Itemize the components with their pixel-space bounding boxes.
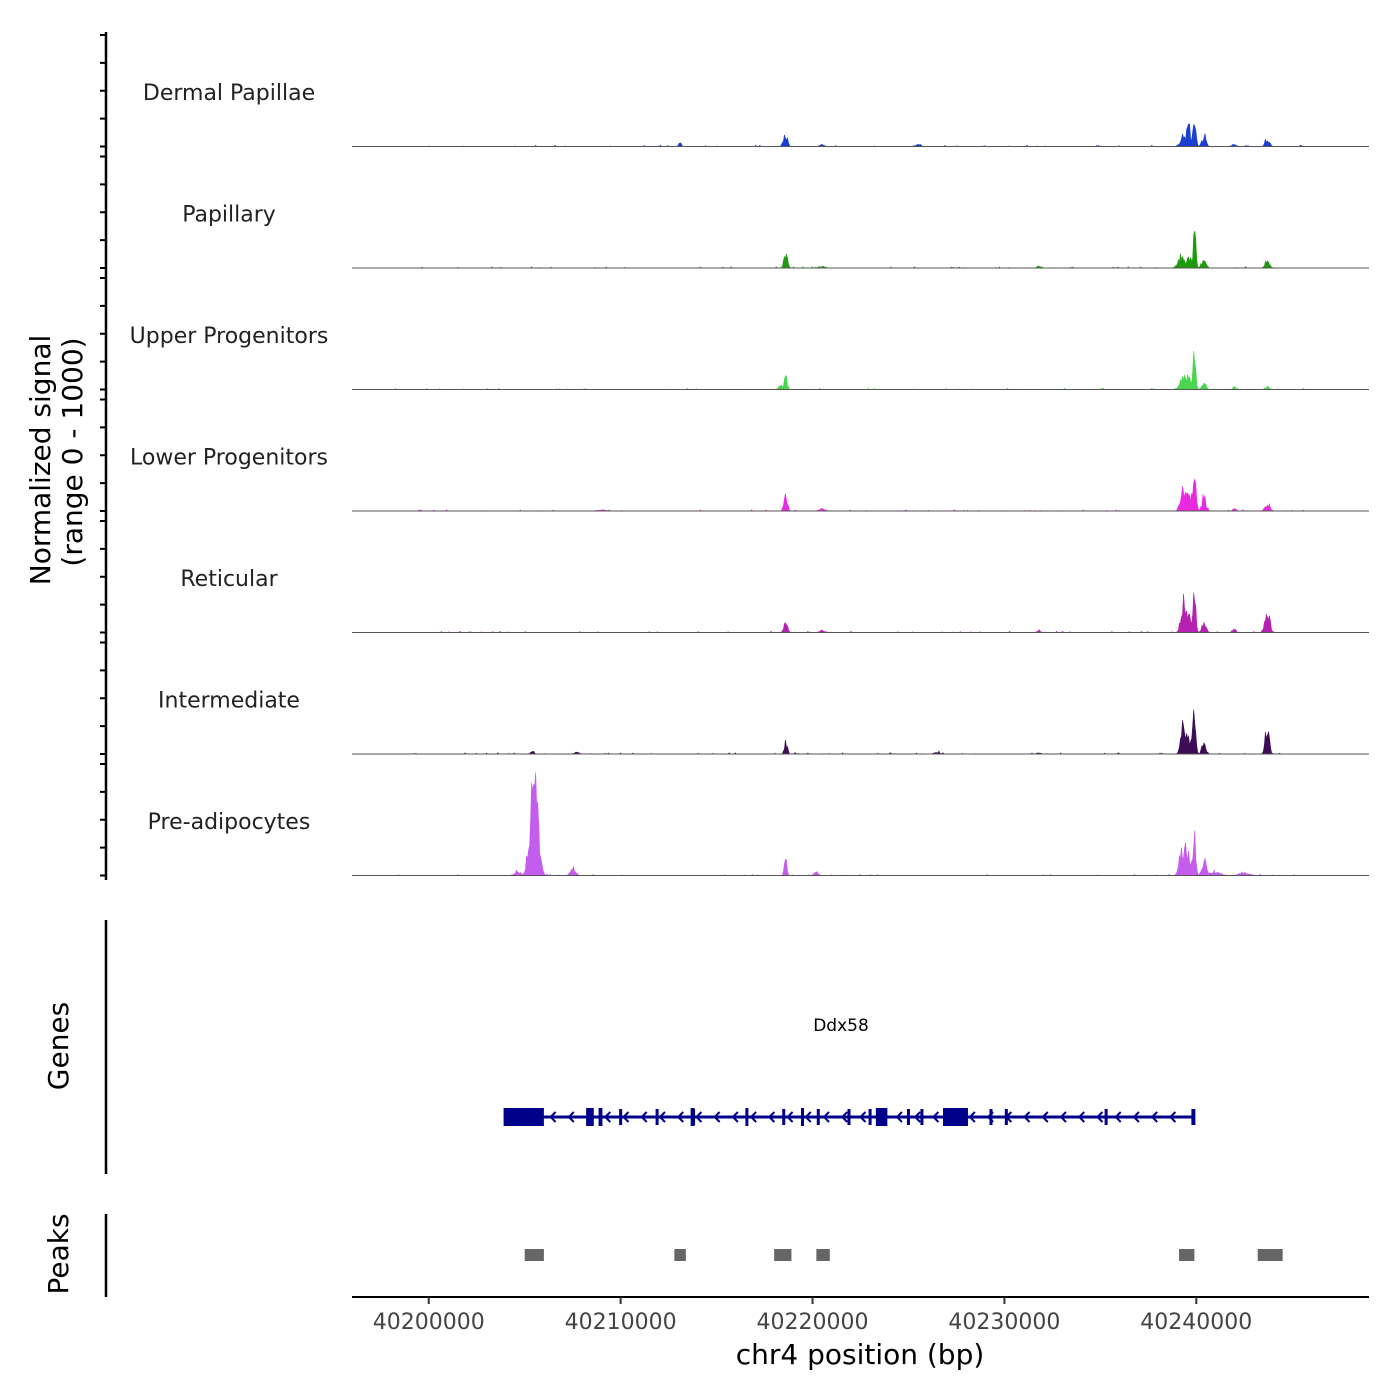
gene-exon-small <box>920 1109 924 1125</box>
strand-arrow <box>695 1111 703 1123</box>
strand-arrow <box>713 1111 721 1123</box>
strand-arrow <box>1077 1111 1085 1123</box>
gene-exon-small <box>989 1109 993 1125</box>
strand-arrow <box>658 1111 666 1123</box>
coverage-track: Lower Progenitors <box>130 446 1369 512</box>
signal-y-axis <box>100 32 108 880</box>
peaks-track-label: Peaks <box>42 1213 75 1294</box>
strand-arrow <box>913 1111 921 1123</box>
strand-arrow <box>804 1111 812 1123</box>
strand-arrow <box>603 1111 611 1123</box>
track-label: Lower Progenitors <box>130 446 328 471</box>
strand-arrow <box>1168 1111 1177 1123</box>
gene-exon-small <box>906 1109 910 1125</box>
coverage-tracks: Dermal Papillae Papillary Upper Progenitor… <box>130 81 1369 876</box>
gene-model: Ddx58 <box>503 1016 1196 1126</box>
strand-arrow <box>968 1111 976 1123</box>
strand-arrow <box>1023 1111 1031 1123</box>
gene-exon-small <box>782 1109 786 1125</box>
strand-arrow <box>786 1111 794 1123</box>
y-axis-title-line2: (range 0 - 1000) <box>56 337 89 566</box>
track-label: Pre-adipocytes <box>148 810 311 835</box>
gene-exon-small <box>847 1109 851 1125</box>
strand-arrow <box>1114 1111 1122 1123</box>
track-label: Papillary <box>182 203 276 228</box>
gene-tss-exon <box>1191 1109 1196 1125</box>
x-tick-label: 40200000 <box>373 1310 485 1335</box>
gene-exon-small <box>1004 1109 1008 1125</box>
coverage-track: Papillary <box>182 203 1369 269</box>
gene-exon-small <box>816 1109 820 1125</box>
strand-arrow <box>1059 1111 1067 1123</box>
signal-area <box>390 772 1312 876</box>
gene-exon <box>745 1108 749 1126</box>
track-label: Upper Progenitors <box>130 324 329 349</box>
strand-arrow <box>932 1111 940 1123</box>
x-axis: 40200000 40210000 40220000 40230000 40240000 <box>352 1296 1369 1335</box>
signal-area <box>390 350 1312 390</box>
track-label: Dermal Papillae <box>143 81 315 106</box>
peak-region <box>1179 1249 1195 1261</box>
gene-track: Ddx58 <box>104 920 1196 1174</box>
gene-exon <box>801 1108 805 1126</box>
coverage-track: Intermediate <box>158 689 1369 755</box>
strand-arrow <box>567 1111 575 1123</box>
x-axis-title: chr4 position (bp) <box>736 1338 985 1371</box>
x-tick-label: 40210000 <box>565 1310 677 1335</box>
coverage-track: Pre-adipocytes <box>148 772 1369 876</box>
gene-name: Ddx58 <box>813 1016 869 1036</box>
gene-exon-small <box>692 1109 696 1125</box>
strand-arrow <box>895 1111 903 1123</box>
strand-arrow <box>767 1111 776 1123</box>
signal-area <box>390 231 1312 269</box>
strand-arrow <box>1096 1111 1104 1123</box>
gene-exon-small <box>619 1109 623 1125</box>
strand-arrow <box>840 1111 848 1123</box>
coverage-track: Upper Progenitors <box>130 324 1369 390</box>
gene-exon <box>598 1108 603 1126</box>
gene-exon <box>503 1108 544 1126</box>
strand-arrow <box>1132 1111 1140 1123</box>
strand-arrow <box>549 1111 557 1123</box>
coverage-track: Reticular <box>180 567 1369 633</box>
strand-arrow <box>859 1111 867 1123</box>
x-tick-label: 40230000 <box>948 1310 1060 1335</box>
strand-arrow <box>1150 1111 1158 1123</box>
gene-exon-small <box>655 1109 659 1125</box>
gene-exon <box>586 1108 594 1126</box>
strand-arrow <box>822 1111 830 1123</box>
genes-track-label: Genes <box>42 1002 75 1090</box>
peak-region <box>1257 1249 1283 1261</box>
strand-arrow <box>622 1111 630 1123</box>
peak-region <box>774 1249 792 1261</box>
strand-arrow <box>731 1111 739 1123</box>
track-label: Reticular <box>180 567 278 592</box>
strand-arrow <box>1041 1111 1049 1123</box>
x-tick-label: 40220000 <box>757 1310 869 1335</box>
signal-area <box>390 592 1312 633</box>
peak-region <box>816 1249 830 1261</box>
track-label: Intermediate <box>158 689 300 714</box>
strand-arrow <box>640 1111 648 1123</box>
peak-region <box>674 1249 686 1261</box>
signal-area <box>390 478 1312 512</box>
coverage-track: Dermal Papillae <box>143 81 1369 147</box>
gene-exon <box>875 1108 888 1126</box>
signal-area <box>390 709 1312 755</box>
strand-arrow <box>749 1111 757 1123</box>
x-tick-label: 40240000 <box>1140 1310 1252 1335</box>
strand-arrow <box>676 1111 684 1123</box>
gene-exon-small <box>868 1109 872 1125</box>
peak-track <box>104 1214 1283 1297</box>
peak-region <box>524 1249 544 1261</box>
y-axis-title-line1: Normalized signal <box>24 335 57 586</box>
signal-area <box>390 123 1312 147</box>
gene-exon-small <box>1104 1109 1108 1125</box>
gene-exon-small <box>953 1109 957 1125</box>
